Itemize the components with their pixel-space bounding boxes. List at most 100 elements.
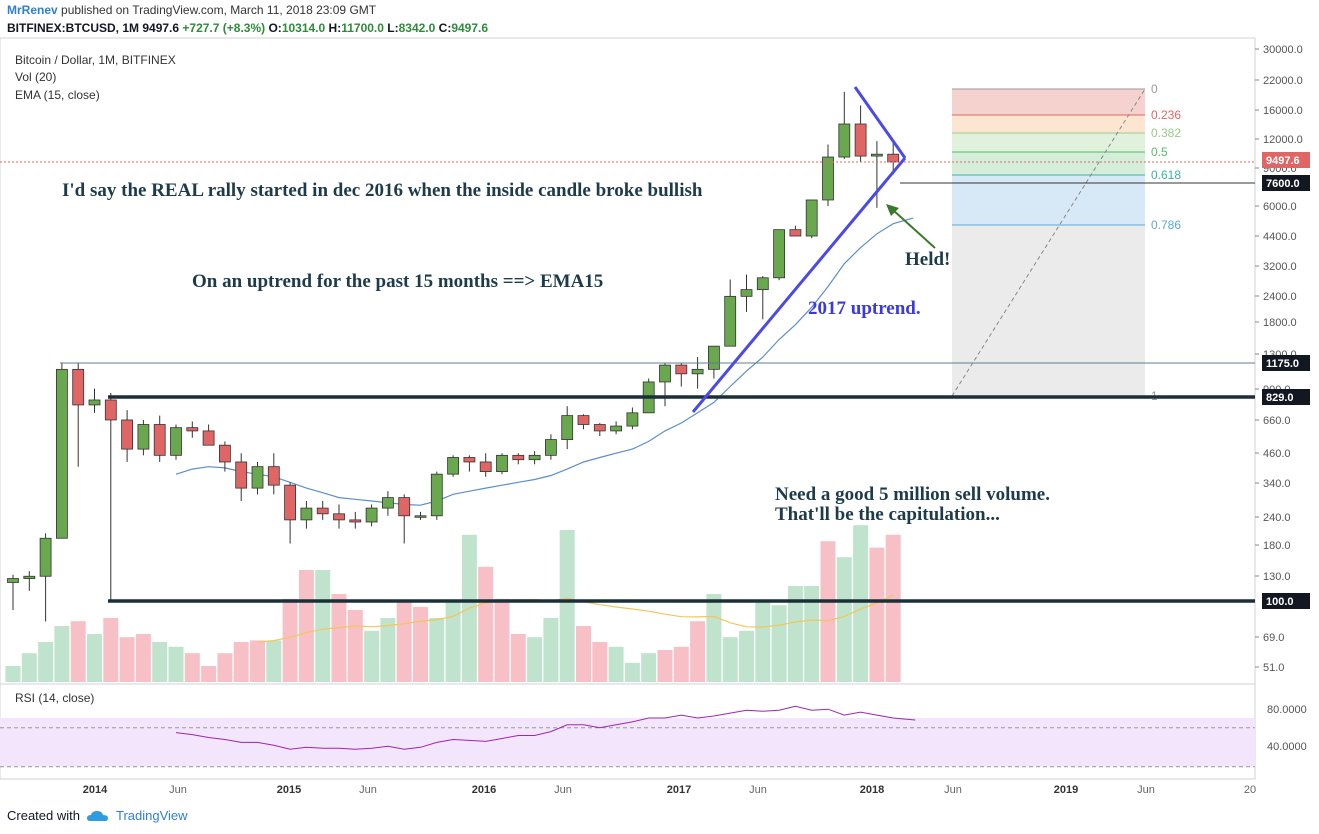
volume-bar xyxy=(494,598,510,682)
candle-body xyxy=(528,454,541,461)
volume-bar xyxy=(217,653,233,682)
price-tick-label: 180.0 xyxy=(1263,540,1291,552)
volume-bar xyxy=(119,637,135,682)
candle-body xyxy=(675,364,688,375)
price-tick-label: 51.0 xyxy=(1263,662,1284,674)
price-label-bg xyxy=(1262,175,1310,191)
volume-bar xyxy=(592,642,608,682)
tradingview-link[interactable]: TradingView xyxy=(115,808,188,823)
price-label-bg xyxy=(1262,152,1310,168)
volume-bar xyxy=(168,646,184,682)
ohlc-bar: BITFINEX:BTCUSD, 1M 9497.6 +727.7 (+8.3%… xyxy=(7,21,488,35)
fib-zone xyxy=(952,89,1145,115)
candle-body xyxy=(88,399,101,406)
author-link[interactable]: MrRenev xyxy=(7,3,58,17)
volume-bar xyxy=(282,598,298,682)
time-tick-label: 2015 xyxy=(277,784,301,796)
fib-trend-line xyxy=(951,88,1146,397)
volume-bar xyxy=(413,606,428,682)
legend-vol: Vol (20) xyxy=(15,70,57,84)
rsi-tick-label: 80.0000 xyxy=(1267,704,1307,716)
candle-body xyxy=(610,425,622,432)
candle-body xyxy=(284,484,297,521)
volume-bar xyxy=(722,637,738,682)
time-tick-label: Jun xyxy=(169,784,187,796)
candle-body xyxy=(479,461,492,472)
fib-level-label: 0.382 xyxy=(1151,126,1181,140)
price-axis[interactable]: 30000.022000.016000.012000.09000.06000.0… xyxy=(1255,44,1310,674)
candle-body xyxy=(365,507,378,523)
volume-bar xyxy=(787,586,803,682)
candle-body xyxy=(316,507,329,515)
candle-body xyxy=(137,424,150,450)
candle-body xyxy=(773,229,785,279)
rsi-line xyxy=(175,705,916,750)
candle-body xyxy=(789,229,802,237)
candle-body xyxy=(202,430,215,446)
candle-body xyxy=(659,364,671,383)
symbol-label: BITFINEX:BTCUSD, 1M xyxy=(7,21,139,35)
volume-bar xyxy=(755,602,771,682)
volume-bar xyxy=(657,650,673,682)
candle-body xyxy=(805,199,818,237)
time-tick-label: 2014 xyxy=(83,784,108,796)
price-tick-label: 22000.0 xyxy=(1263,75,1303,87)
volume-bar xyxy=(836,557,852,682)
time-tick-label: Jun xyxy=(1137,784,1155,796)
price-tick-label: 340.0 xyxy=(1263,478,1291,490)
created-with-label: Created with xyxy=(7,808,80,823)
candle-body xyxy=(251,466,264,489)
price-label-bg xyxy=(1262,593,1310,609)
volume-bar xyxy=(673,646,689,682)
candle-body xyxy=(300,507,313,521)
held-arrow-line xyxy=(892,209,936,249)
time-tick-label: 2018 xyxy=(860,784,884,796)
time-tick-label: Jun xyxy=(359,784,377,796)
volume-bar xyxy=(103,618,119,682)
volume-bar xyxy=(184,653,200,682)
volume-bar xyxy=(135,634,151,682)
volume-bar xyxy=(771,605,787,682)
volume-bar xyxy=(21,653,37,682)
time-tick-label: 2016 xyxy=(472,784,496,796)
legend-title: Bitcoin / Dollar, 1M, BITFINEX xyxy=(15,53,176,67)
low-label: L: xyxy=(387,21,399,35)
close-value: 9497.6 xyxy=(451,21,489,35)
candle-body xyxy=(724,295,737,347)
fib-level-label: 0.618 xyxy=(1151,168,1181,182)
candle-body xyxy=(186,427,199,432)
uptrend-line xyxy=(691,157,907,413)
annotation-volume-2: That'll be the capitulation... xyxy=(775,504,1000,525)
candle-body xyxy=(496,454,508,472)
candle-body xyxy=(72,368,85,406)
legend-ema: EMA (15, close) xyxy=(15,88,100,102)
candle-body xyxy=(430,473,443,517)
candle-body xyxy=(463,457,476,463)
candle-body xyxy=(381,497,394,509)
price-tick-label: 30000.0 xyxy=(1263,44,1303,56)
candle-body xyxy=(626,412,639,427)
volume-bar xyxy=(608,646,624,682)
volume-bar xyxy=(347,610,363,682)
volume-bar xyxy=(201,666,217,682)
volume-bar xyxy=(576,626,591,682)
volume-bar xyxy=(250,640,265,682)
candle-body xyxy=(756,277,769,291)
footer: Created with TradingView xyxy=(7,808,188,823)
candle-body xyxy=(854,123,867,157)
fib-zone xyxy=(952,225,1145,396)
time-axis[interactable]: 2014 Jun 2015 Jun 2016 Jun 2017 Jun 2018 Jun 2019 J… xyxy=(0,778,1256,796)
volume-bar xyxy=(233,642,249,682)
candle-body xyxy=(887,153,900,163)
candle-body xyxy=(267,466,280,486)
volume-bar xyxy=(315,570,331,682)
open-value: 10314.0 xyxy=(281,21,326,35)
cloud-icon xyxy=(86,810,108,821)
candle-body xyxy=(708,345,720,370)
volume-bar xyxy=(266,640,282,682)
candle-body xyxy=(691,368,704,375)
volume-bar xyxy=(559,530,575,682)
candle-body xyxy=(104,399,117,421)
